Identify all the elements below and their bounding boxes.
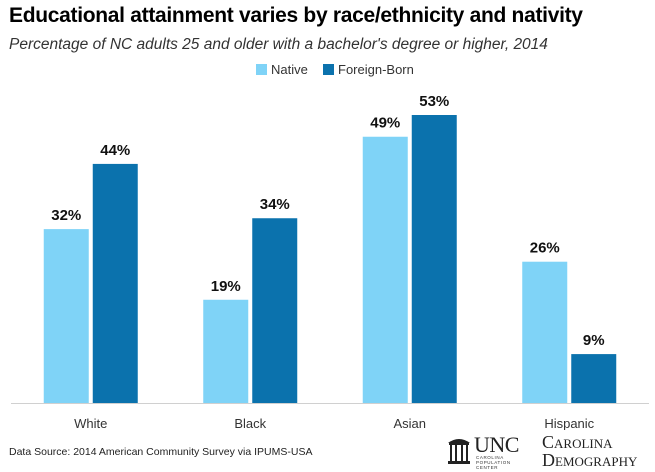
bar-asian-1 bbox=[411, 115, 457, 403]
data-label-asian-1: 53% bbox=[419, 93, 449, 110]
data-label-white-1: 44% bbox=[100, 142, 130, 159]
legend-label-1: Foreign-Born bbox=[338, 62, 414, 77]
data-label-black-1: 34% bbox=[260, 196, 290, 213]
legend-label-0: Native bbox=[271, 62, 308, 77]
x-tick-label-black: Black bbox=[234, 416, 266, 430]
chart-subtitle: Percentage of NC adults 25 and older wit… bbox=[9, 36, 548, 53]
data-label-white-0: 32% bbox=[51, 207, 81, 224]
unc-carolina-demography-logo: UNC CAROLINA POPULATION CENTER Carolina … bbox=[446, 430, 651, 470]
legend-swatch-0 bbox=[256, 64, 267, 75]
bar-black-1 bbox=[252, 218, 298, 403]
bars-group: 32% 44% 19% 34% 49% 53% 26% 9% bbox=[43, 93, 617, 404]
logo-org-name: Carolina Demography bbox=[542, 432, 638, 470]
data-label-hispanic-1: 9% bbox=[583, 332, 605, 349]
bar-white-0 bbox=[43, 229, 89, 403]
bar-black-0 bbox=[203, 299, 249, 403]
legend: Native Foreign-Born bbox=[256, 62, 414, 77]
legend-swatch-1 bbox=[323, 64, 334, 75]
data-source: Data Source: 2014 American Community Sur… bbox=[9, 446, 313, 458]
data-label-hispanic-0: 26% bbox=[530, 240, 560, 257]
logo-unc-text: UNC bbox=[474, 432, 519, 457]
bar-hispanic-1 bbox=[571, 354, 617, 403]
data-label-asian-0: 49% bbox=[370, 115, 400, 132]
x-tick-label-hispanic: Hispanic bbox=[544, 416, 594, 430]
x-tick-label-asian: Asian bbox=[393, 416, 426, 430]
chart-title: Educational attainment varies by race/et… bbox=[9, 4, 583, 27]
logo-small-text: CAROLINA POPULATION CENTER bbox=[476, 455, 511, 470]
bar-asian-0 bbox=[362, 136, 408, 404]
x-tick-label-white: White bbox=[74, 416, 107, 430]
bar-chart: Native Foreign-Born 32% 44% 19% 34% 49% 53% 26%… bbox=[11, 62, 649, 430]
data-label-black-0: 19% bbox=[211, 278, 241, 295]
bar-white-1 bbox=[92, 163, 138, 403]
old-well-icon bbox=[448, 439, 470, 464]
bar-hispanic-0 bbox=[522, 261, 568, 403]
x-tick-labels: White Black Asian Hispanic bbox=[74, 416, 595, 430]
